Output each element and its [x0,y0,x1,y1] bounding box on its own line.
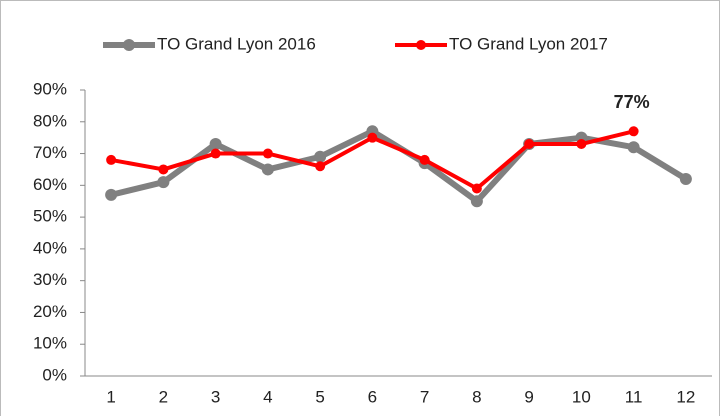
y-tick-label: 40% [33,238,67,257]
point [157,176,170,189]
point [105,188,118,201]
point [158,164,169,175]
x-tick-label: 6 [368,387,377,406]
point [524,139,535,150]
point [262,148,273,159]
y-tick-label: 30% [33,270,67,289]
y-tick-label: 50% [33,207,67,226]
point [576,139,587,150]
y-tick-label: 0% [42,365,67,384]
x-tick-label: 10 [572,387,591,406]
y-tick-label: 60% [33,175,67,194]
x-tick-label: 8 [472,387,481,406]
point [470,195,483,208]
y-tick-label: 20% [33,302,67,321]
point [315,161,326,172]
point [628,126,639,137]
point [627,141,640,154]
x-tick-label: 7 [420,387,429,406]
legend-label: TO Grand Lyon 2016 [157,34,316,53]
legend-label: TO Grand Lyon 2017 [449,34,608,53]
point [679,172,692,185]
point [314,150,327,163]
y-tick-label: 80% [33,111,67,130]
y-tick-label: 10% [33,334,67,353]
point [367,132,378,143]
point [471,183,482,194]
x-tick-label: 9 [524,387,533,406]
x-tick-label: 11 [625,387,643,406]
x-tick-label: 1 [106,387,115,406]
legend-marker [416,40,426,50]
point [419,154,430,165]
x-tick-label: 2 [159,387,168,406]
x-tick-label: 4 [263,387,272,406]
legend-marker [123,39,135,51]
x-tick-label: 3 [211,387,220,406]
point [261,163,274,176]
point [106,154,117,165]
point [209,138,222,151]
y-tick-label: 70% [33,143,67,162]
y-tick-label: 90% [33,79,67,98]
value-label: 77% [614,92,650,112]
x-tick-label: 5 [315,387,324,406]
x-tick-label: 12 [676,387,695,406]
point [210,148,221,159]
